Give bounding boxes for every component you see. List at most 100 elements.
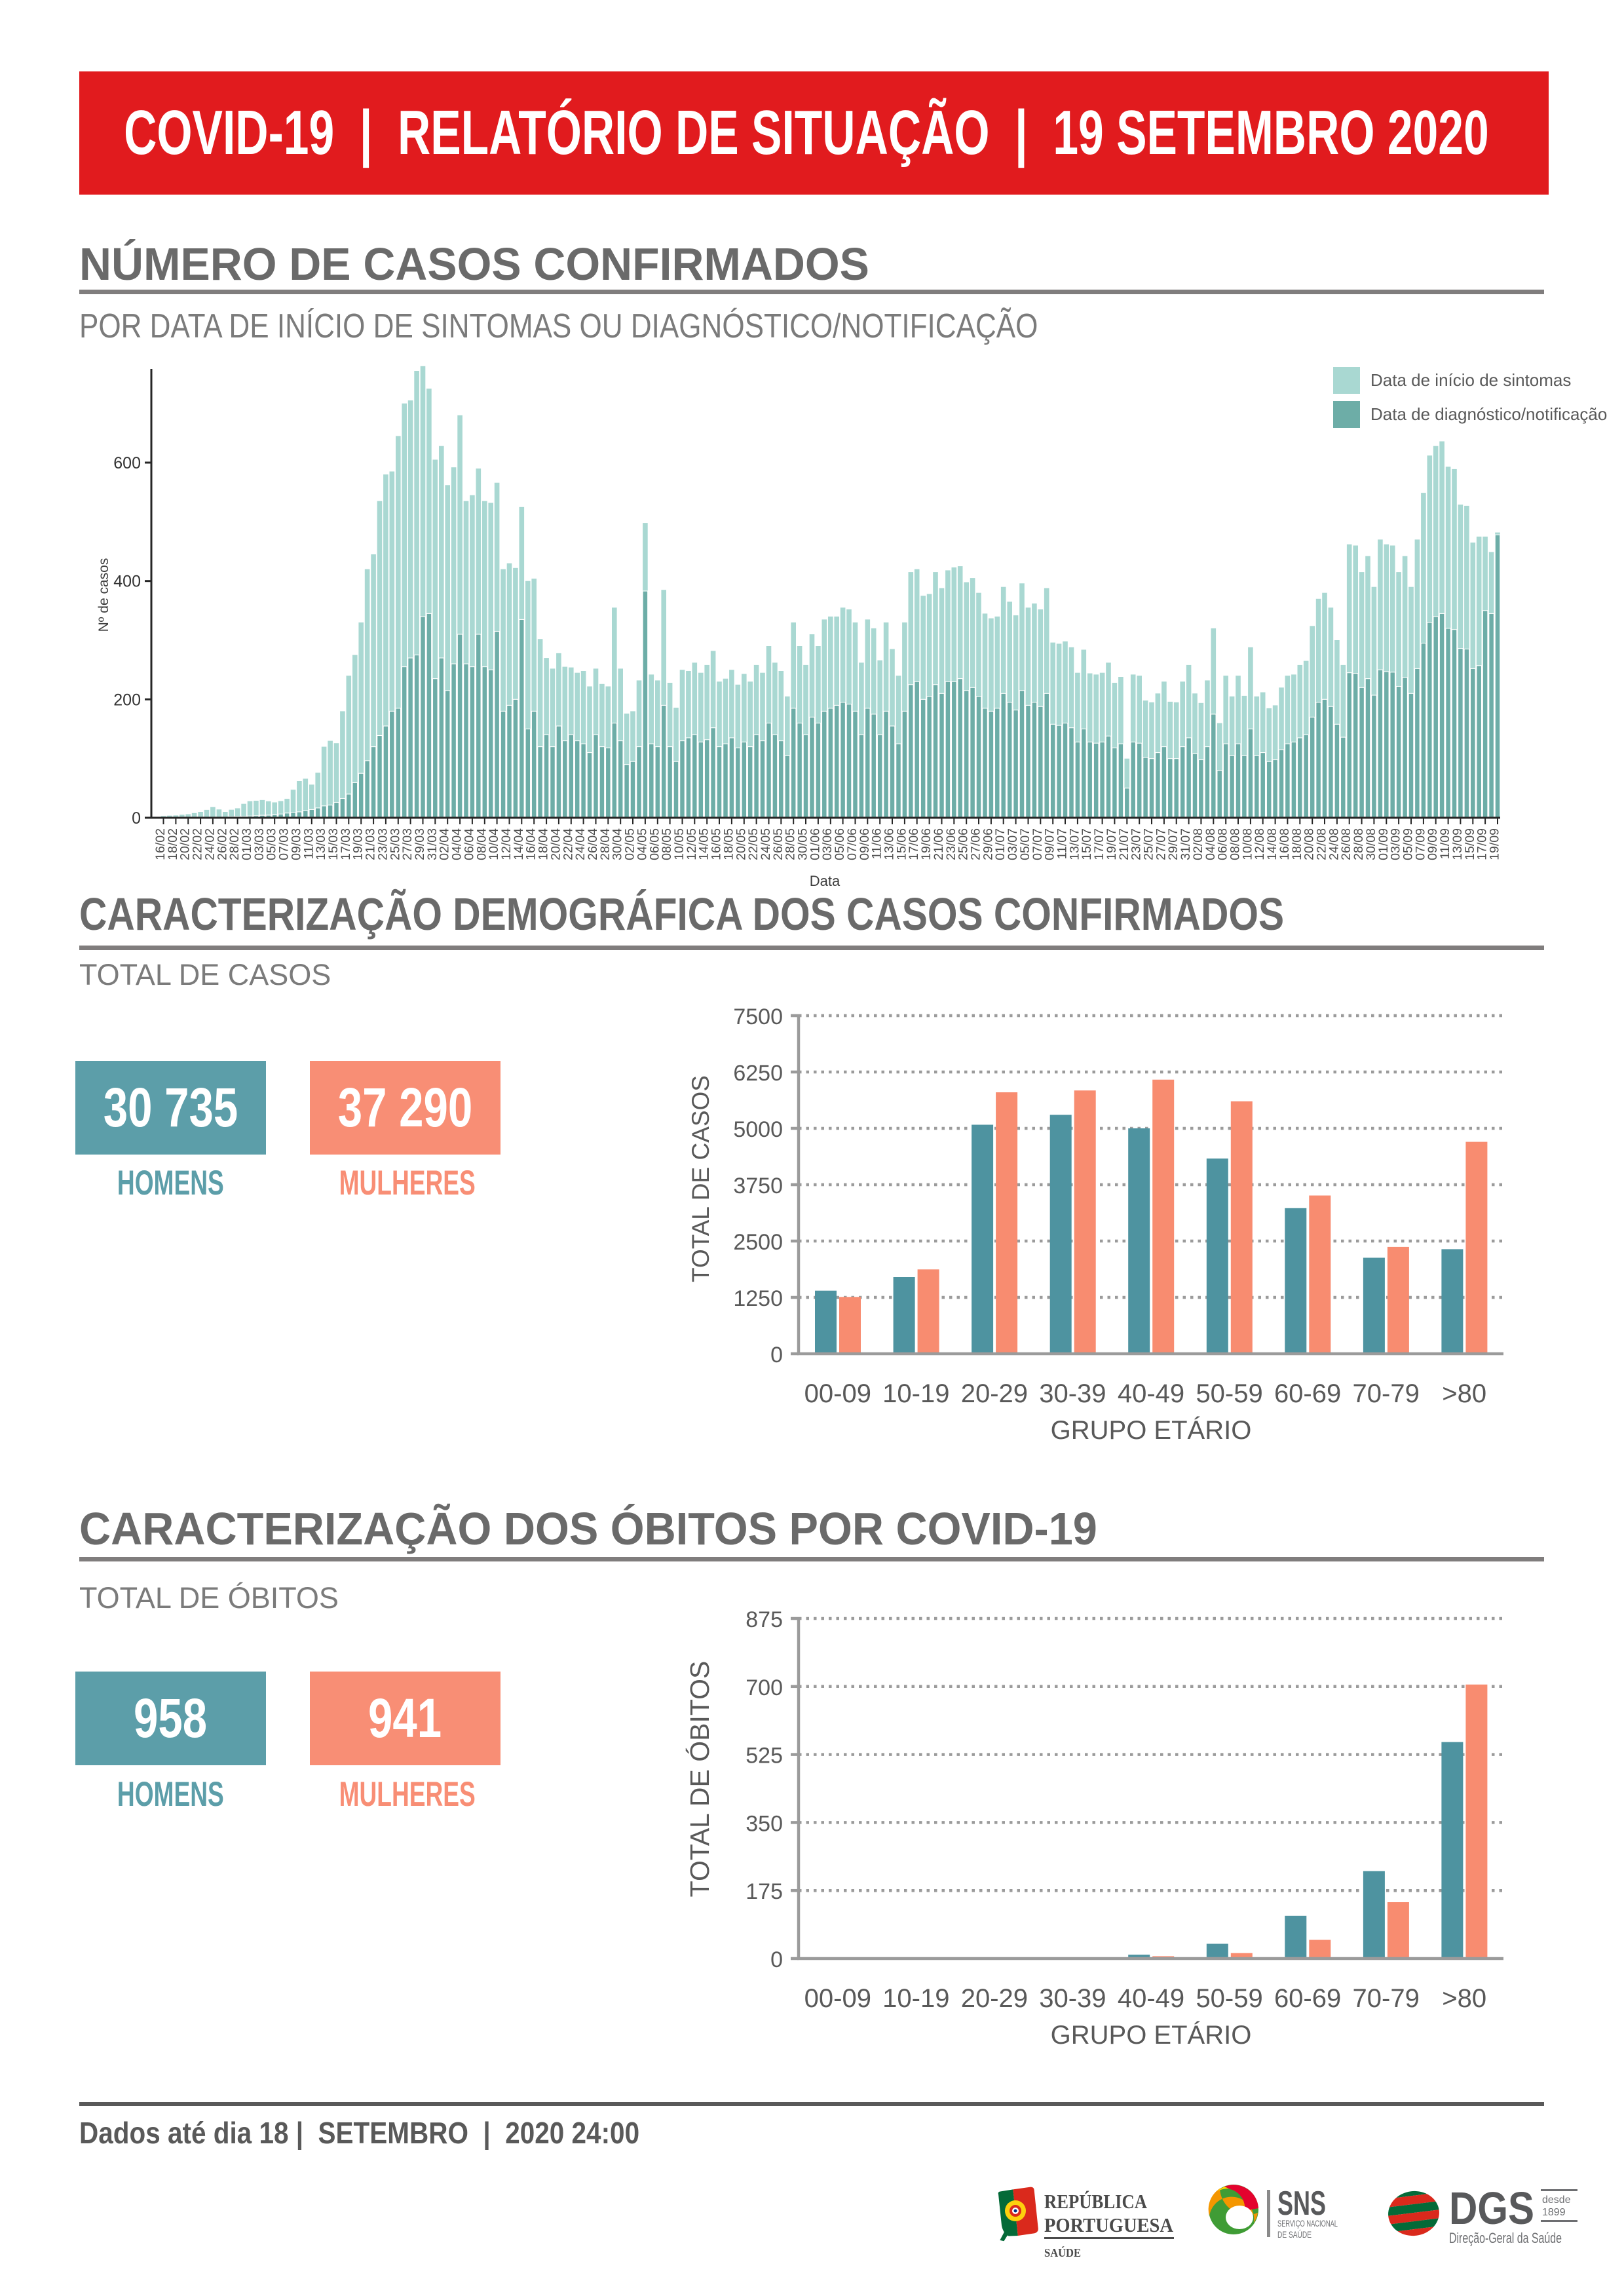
svg-text:13/06: 13/06 bbox=[882, 828, 897, 860]
svg-text:21/07: 21/07 bbox=[1117, 828, 1131, 860]
svg-text:31/07: 31/07 bbox=[1179, 828, 1193, 860]
svg-text:03/03: 03/03 bbox=[252, 828, 267, 860]
svg-text:PORTUGUESA: PORTUGUESA bbox=[1044, 2213, 1174, 2236]
svg-text:5000: 5000 bbox=[733, 1117, 783, 1142]
svg-text:40-49: 40-49 bbox=[1118, 1984, 1184, 2013]
svg-text:06/08: 06/08 bbox=[1216, 828, 1230, 860]
svg-text:GRUPO ETÁRIO: GRUPO ETÁRIO bbox=[1051, 2020, 1252, 2050]
svg-text:28/05: 28/05 bbox=[784, 828, 798, 860]
svg-text:6250: 6250 bbox=[733, 1061, 783, 1086]
svg-text:24/05: 24/05 bbox=[759, 828, 773, 860]
svg-text:00-09: 00-09 bbox=[804, 1984, 871, 2013]
svg-text:70-79: 70-79 bbox=[1353, 1984, 1420, 2013]
svg-text:23/03: 23/03 bbox=[375, 828, 390, 860]
svg-text:25/03: 25/03 bbox=[388, 828, 402, 860]
svg-text:11/07: 11/07 bbox=[1055, 828, 1070, 859]
svg-text:16/04: 16/04 bbox=[524, 828, 538, 860]
svg-text:01/07: 01/07 bbox=[993, 828, 1008, 860]
svg-text:13/09: 13/09 bbox=[1450, 828, 1465, 860]
svg-text:28/02: 28/02 bbox=[227, 828, 242, 860]
svg-text:200: 200 bbox=[113, 691, 141, 709]
svg-text:50-59: 50-59 bbox=[1196, 1984, 1262, 2013]
svg-text:21/03: 21/03 bbox=[364, 828, 378, 860]
svg-text:24/08: 24/08 bbox=[1327, 828, 1341, 860]
svg-text:09/09: 09/09 bbox=[1426, 828, 1440, 860]
svg-text:7500: 7500 bbox=[733, 1004, 783, 1029]
svg-text:Direção-Geral da Saúde: Direção-Geral da Saúde bbox=[1449, 2230, 1562, 2246]
svg-text:18/05: 18/05 bbox=[721, 828, 736, 860]
svg-text:07/03: 07/03 bbox=[277, 828, 292, 860]
svg-text:06/04: 06/04 bbox=[462, 828, 476, 860]
svg-text:03/06: 03/06 bbox=[820, 828, 835, 860]
svg-text:26/02: 26/02 bbox=[215, 828, 229, 860]
svg-text:26/05: 26/05 bbox=[771, 828, 785, 860]
svg-text:SERVIÇO NACIONAL: SERVIÇO NACIONAL bbox=[1277, 2218, 1338, 2229]
svg-text:24/02: 24/02 bbox=[202, 828, 217, 860]
svg-text:30/08: 30/08 bbox=[1364, 828, 1378, 860]
svg-text:10/04: 10/04 bbox=[487, 828, 501, 860]
svg-text:14/08: 14/08 bbox=[1265, 828, 1279, 860]
svg-text:>80: >80 bbox=[1442, 1984, 1486, 2013]
svg-text:11/06: 11/06 bbox=[870, 828, 884, 859]
svg-text:20/05: 20/05 bbox=[734, 828, 748, 860]
svg-text:28/04: 28/04 bbox=[598, 828, 613, 860]
svg-text:26/04: 26/04 bbox=[586, 828, 600, 860]
svg-text:700: 700 bbox=[746, 1675, 783, 1700]
svg-text:15/09: 15/09 bbox=[1463, 828, 1477, 860]
svg-text:03/07: 03/07 bbox=[1006, 828, 1020, 860]
svg-text:09/03: 09/03 bbox=[289, 828, 303, 860]
svg-text:12/08: 12/08 bbox=[1253, 828, 1267, 860]
svg-text:18/04: 18/04 bbox=[537, 828, 551, 860]
svg-text:400: 400 bbox=[113, 573, 141, 591]
svg-text:0: 0 bbox=[770, 1947, 783, 1972]
svg-text:20-29: 20-29 bbox=[961, 1984, 1028, 2013]
svg-text:DGS: DGS bbox=[1449, 2183, 1534, 2234]
svg-text:Data: Data bbox=[810, 873, 840, 889]
svg-text:05/06: 05/06 bbox=[833, 828, 847, 860]
svg-text:40-49: 40-49 bbox=[1118, 1379, 1184, 1408]
svg-text:22/02: 22/02 bbox=[191, 828, 205, 860]
svg-text:60-69: 60-69 bbox=[1274, 1379, 1341, 1408]
svg-text:175: 175 bbox=[746, 1879, 783, 1904]
svg-text:20/08: 20/08 bbox=[1302, 828, 1317, 860]
svg-text:600: 600 bbox=[113, 454, 141, 472]
svg-text:REPÚBLICA: REPÚBLICA bbox=[1044, 2190, 1148, 2213]
svg-text:17/06: 17/06 bbox=[907, 828, 921, 860]
svg-text:00-09: 00-09 bbox=[804, 1379, 871, 1408]
svg-text:Data de diagnóstico/notificaçã: Data de diagnóstico/notificação bbox=[1370, 404, 1607, 424]
svg-text:09/07: 09/07 bbox=[1043, 828, 1057, 860]
svg-text:03/09: 03/09 bbox=[1389, 828, 1403, 860]
svg-text:01/03: 01/03 bbox=[240, 828, 254, 860]
svg-text:30/04: 30/04 bbox=[611, 828, 625, 860]
svg-text:02/04: 02/04 bbox=[438, 828, 452, 860]
svg-text:29/06: 29/06 bbox=[981, 828, 995, 860]
svg-text:GRUPO ETÁRIO: GRUPO ETÁRIO bbox=[1051, 1415, 1252, 1445]
svg-text:>80: >80 bbox=[1442, 1379, 1486, 1408]
svg-text:27/03: 27/03 bbox=[400, 828, 415, 860]
svg-text:29/07: 29/07 bbox=[1166, 828, 1180, 860]
svg-text:12/05: 12/05 bbox=[685, 828, 699, 860]
svg-text:20-29: 20-29 bbox=[961, 1379, 1028, 1408]
svg-text:16/02: 16/02 bbox=[153, 828, 168, 860]
svg-text:04/05: 04/05 bbox=[635, 828, 649, 860]
svg-text:04/04: 04/04 bbox=[450, 828, 464, 860]
svg-text:3750: 3750 bbox=[733, 1174, 783, 1198]
svg-text:14/05: 14/05 bbox=[697, 828, 711, 860]
svg-text:13/07: 13/07 bbox=[1067, 828, 1082, 860]
svg-text:30-39: 30-39 bbox=[1039, 1984, 1106, 2013]
svg-text:15/06: 15/06 bbox=[894, 828, 909, 860]
svg-text:17/07: 17/07 bbox=[1092, 828, 1106, 860]
svg-text:07/06: 07/06 bbox=[845, 828, 859, 860]
svg-text:08/08: 08/08 bbox=[1228, 828, 1243, 860]
svg-text:1250: 1250 bbox=[733, 1286, 783, 1311]
svg-text:20/02: 20/02 bbox=[178, 828, 193, 860]
svg-text:2500: 2500 bbox=[733, 1230, 783, 1255]
svg-text:07/09: 07/09 bbox=[1413, 828, 1427, 860]
svg-text:28/08: 28/08 bbox=[1351, 828, 1366, 860]
svg-text:02/08: 02/08 bbox=[1191, 828, 1205, 860]
svg-text:DE SAÚDE: DE SAÚDE bbox=[1277, 2229, 1312, 2240]
svg-text:SNS: SNS bbox=[1277, 2185, 1326, 2223]
svg-text:06/05: 06/05 bbox=[647, 828, 662, 860]
svg-text:19/03: 19/03 bbox=[351, 828, 366, 860]
svg-text:21/06: 21/06 bbox=[932, 828, 946, 860]
